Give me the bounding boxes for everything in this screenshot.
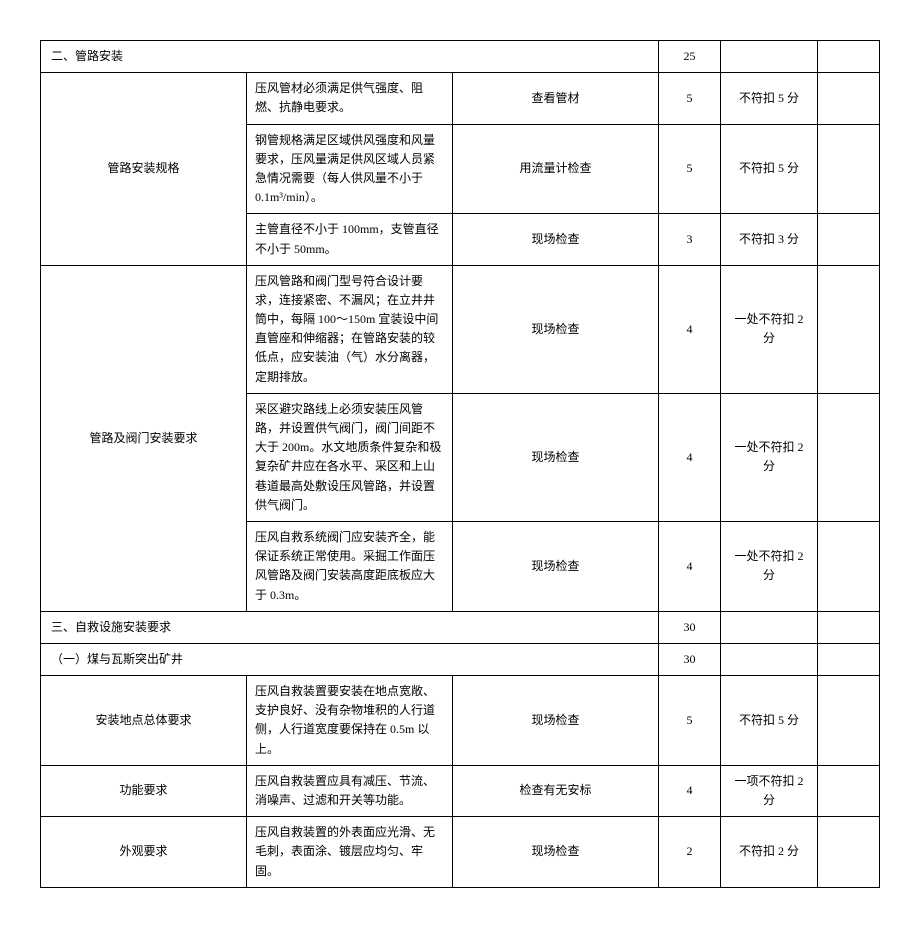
row-label: 功能要求 [41, 765, 247, 816]
empty-cell [818, 73, 880, 124]
row-pts: 4 [659, 393, 721, 521]
empty-cell [818, 765, 880, 816]
row-desc: 压风自救系统阀门应安装齐全，能保证系统正常使用。采掘工作面压风管路及阀门安装高度… [247, 521, 453, 611]
row-label: 安装地点总体要求 [41, 676, 247, 766]
row-desc: 采区避灾路线上必须安装压风管路，并设置供气阀门，阀门间距不大于 200m。水文地… [247, 393, 453, 521]
row-method: 现场检查 [453, 214, 659, 265]
row-pts: 5 [659, 73, 721, 124]
section-3-header: 三、自救设施安装要求 30 [41, 611, 880, 643]
row-deduct: 一处不符扣 2 分 [721, 521, 818, 611]
row-desc: 压风自救装置应具有减压、节流、消噪声、过滤和开关等功能。 [247, 765, 453, 816]
assessment-table: 二、管路安装 25 管路安装规格 压风管材必须满足供气强度、阻燃、抗静电要求。 … [40, 40, 880, 888]
row-pts: 2 [659, 817, 721, 888]
empty-cell [818, 124, 880, 214]
table-row: 管路及阀门安装要求 压风管路和阀门型号符合设计要求，连接紧密、不漏风；在立井井筒… [41, 265, 880, 393]
section-3-title: 三、自救设施安装要求 [41, 611, 659, 643]
section-2-score: 25 [659, 41, 721, 73]
section-3-score: 30 [659, 611, 721, 643]
row-method: 现场检查 [453, 265, 659, 393]
empty-cell [818, 521, 880, 611]
row-desc: 压风管材必须满足供气强度、阻燃、抗静电要求。 [247, 73, 453, 124]
row-desc: 压风自救装置要安装在地点宽敞、支护良好、没有杂物堆积的人行道侧，人行道宽度要保持… [247, 676, 453, 766]
row-deduct: 不符扣 5 分 [721, 676, 818, 766]
table-row: 功能要求 压风自救装置应具有减压、节流、消噪声、过滤和开关等功能。 检查有无安标… [41, 765, 880, 816]
row-method: 现场检查 [453, 393, 659, 521]
group-1-label: 管路安装规格 [41, 73, 247, 266]
row-pts: 4 [659, 521, 721, 611]
row-desc: 压风自救装置的外表面应光滑、无毛刺，表面涂、镀层应均匀、牢固。 [247, 817, 453, 888]
sub1-score: 30 [659, 643, 721, 675]
row-method: 查看管材 [453, 73, 659, 124]
row-method: 现场检查 [453, 521, 659, 611]
empty-cell [818, 643, 880, 675]
row-method: 用流量计检查 [453, 124, 659, 214]
empty-cell [721, 41, 818, 73]
empty-cell [721, 643, 818, 675]
empty-cell [818, 41, 880, 73]
row-deduct: 一处不符扣 2 分 [721, 265, 818, 393]
section-2-title: 二、管路安装 [41, 41, 659, 73]
row-pts: 5 [659, 124, 721, 214]
empty-cell [721, 611, 818, 643]
row-pts: 3 [659, 214, 721, 265]
table-row: 管路安装规格 压风管材必须满足供气强度、阻燃、抗静电要求。 查看管材 5 不符扣… [41, 73, 880, 124]
subsection-header: （一）煤与瓦斯突出矿井 30 [41, 643, 880, 675]
row-deduct: 不符扣 2 分 [721, 817, 818, 888]
row-deduct: 不符扣 5 分 [721, 73, 818, 124]
table-row: 外观要求 压风自救装置的外表面应光滑、无毛刺，表面涂、镀层应均匀、牢固。 现场检… [41, 817, 880, 888]
row-desc: 钢管规格满足区域供风强度和风量要求，压风量满足供风区域人员紧急情况需要（每人供风… [247, 124, 453, 214]
row-label: 外观要求 [41, 817, 247, 888]
row-method: 检查有无安标 [453, 765, 659, 816]
row-pts: 4 [659, 265, 721, 393]
sub1-title: （一）煤与瓦斯突出矿井 [41, 643, 659, 675]
empty-cell [818, 676, 880, 766]
section-2-header: 二、管路安装 25 [41, 41, 880, 73]
row-pts: 5 [659, 676, 721, 766]
row-method: 现场检查 [453, 817, 659, 888]
row-deduct: 一项不符扣 2 分 [721, 765, 818, 816]
empty-cell [818, 817, 880, 888]
group-2-label: 管路及阀门安装要求 [41, 265, 247, 611]
row-desc: 主管直径不小于 100mm，支管直径不小于 50mm。 [247, 214, 453, 265]
row-deduct: 不符扣 3 分 [721, 214, 818, 265]
empty-cell [818, 611, 880, 643]
row-deduct: 一处不符扣 2 分 [721, 393, 818, 521]
row-desc: 压风管路和阀门型号符合设计要求，连接紧密、不漏风；在立井井筒中，每隔 100～1… [247, 265, 453, 393]
empty-cell [818, 393, 880, 521]
empty-cell [818, 214, 880, 265]
table-row: 安装地点总体要求 压风自救装置要安装在地点宽敞、支护良好、没有杂物堆积的人行道侧… [41, 676, 880, 766]
row-method: 现场检查 [453, 676, 659, 766]
empty-cell [818, 265, 880, 393]
row-deduct: 不符扣 5 分 [721, 124, 818, 214]
row-pts: 4 [659, 765, 721, 816]
